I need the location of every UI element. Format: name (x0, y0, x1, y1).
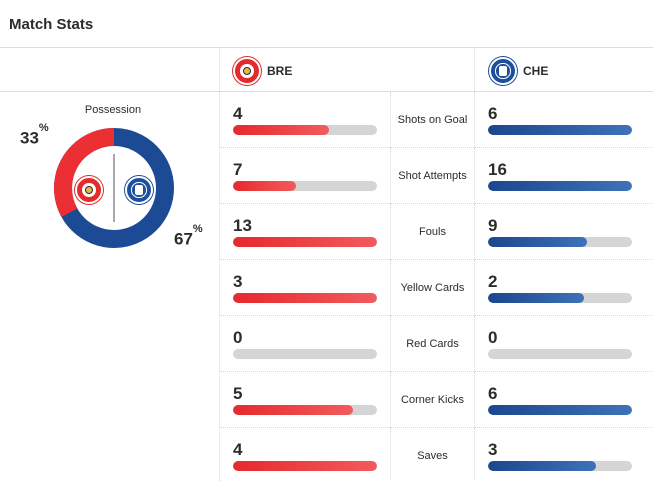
stat-row: 5 Corner Kicks 6 (220, 372, 653, 428)
brentford-crest-icon (75, 176, 103, 204)
stat-label-cell: Shot Attempts (390, 148, 475, 204)
stat-label-cell: Corner Kicks (390, 372, 475, 428)
possession-donut-chart (54, 128, 174, 248)
chelsea-crest-icon (125, 176, 153, 204)
home-stat-bar-fill (233, 405, 353, 415)
home-stat-bar-fill (233, 125, 330, 135)
column-divider (219, 48, 220, 91)
away-stat-value: 6 (488, 384, 498, 403)
stat-row: 4 Saves 3 (220, 428, 653, 481)
page-title: Match Stats (9, 16, 94, 33)
home-stat-value: 4 (233, 440, 243, 459)
stat-label-cell: Saves (390, 428, 475, 481)
home-stat-cell: 5 (220, 372, 390, 428)
chelsea-crest-icon (489, 57, 517, 85)
away-stat-bar (488, 181, 632, 191)
away-possession-percent: 67% (174, 223, 203, 249)
stat-label-cell: Yellow Cards (390, 260, 475, 316)
home-stat-value: 3 (233, 272, 243, 291)
home-stat-cell: 0 (220, 316, 390, 372)
away-stat-bar-fill (488, 237, 588, 247)
stat-label: Fouls (419, 226, 446, 238)
stat-label-cell: Red Cards (390, 316, 475, 372)
home-stat-bar (233, 181, 377, 191)
stat-row: 7 Shot Attempts 16 (220, 148, 653, 204)
away-stat-bar (488, 405, 632, 415)
home-stat-bar (233, 237, 377, 247)
team-header-row: BRE CHE (0, 48, 653, 92)
away-stat-value: 16 (488, 160, 507, 179)
stat-row: 4 Shots on Goal 6 (220, 92, 653, 148)
home-stat-value: 0 (233, 328, 243, 347)
away-stat-bar-fill (488, 461, 596, 471)
home-stat-bar (233, 349, 377, 359)
home-stat-value: 7 (233, 160, 243, 179)
away-team-abbr: CHE (523, 64, 549, 78)
away-stat-value: 2 (488, 272, 498, 291)
away-stat-bar-fill (488, 125, 632, 135)
away-stat-bar (488, 349, 632, 359)
away-stat-bar (488, 461, 632, 471)
stat-label-cell: Fouls (390, 204, 475, 260)
home-team-header[interactable]: BRE (233, 56, 292, 86)
away-stat-cell: 0 (475, 316, 653, 372)
away-stat-cell: 16 (475, 148, 653, 204)
stats-table: 4 Shots on Goal 6 7 Shot Attempts 16 13 Fouls 9 3… (219, 92, 653, 481)
stat-label: Shot Attempts (398, 170, 467, 182)
home-stat-bar-fill (233, 293, 377, 303)
home-stat-value: 5 (233, 384, 243, 403)
home-team-abbr: BRE (267, 64, 293, 78)
away-stat-bar-fill (488, 293, 585, 303)
home-stat-bar-fill (233, 237, 377, 247)
away-stat-cell: 2 (475, 260, 653, 316)
stat-label: Shots on Goal (397, 114, 468, 126)
home-stat-bar (233, 293, 377, 303)
stat-row: 13 Fouls 9 (220, 204, 653, 260)
stat-label-cell: Shots on Goal (390, 92, 475, 148)
stat-row: 3 Yellow Cards 2 (220, 260, 653, 316)
brentford-crest-icon (233, 57, 261, 85)
possession-label: Possession (84, 104, 142, 116)
home-stat-bar (233, 405, 377, 415)
home-stat-cell: 4 (220, 428, 390, 481)
home-stat-bar (233, 461, 377, 471)
home-possession-percent: 33% (20, 122, 49, 148)
away-stat-bar (488, 293, 632, 303)
away-stat-bar-fill (488, 405, 632, 415)
away-stat-bar-fill (488, 181, 632, 191)
away-stat-value: 6 (488, 104, 498, 123)
stat-row: 0 Red Cards 0 (220, 316, 653, 372)
away-stat-cell: 6 (475, 372, 653, 428)
away-stat-cell: 3 (475, 428, 653, 481)
away-stat-value: 9 (488, 216, 498, 235)
home-stat-bar (233, 125, 377, 135)
home-possession-arc (54, 128, 174, 248)
away-stat-value: 0 (488, 328, 498, 347)
home-stat-cell: 7 (220, 148, 390, 204)
stat-label: Yellow Cards (400, 282, 465, 294)
home-stat-bar-fill (233, 461, 377, 471)
home-stat-value: 4 (233, 104, 243, 123)
home-stat-bar-fill (233, 181, 297, 191)
home-stat-value: 13 (233, 216, 252, 235)
away-stat-bar (488, 125, 632, 135)
column-divider (474, 48, 475, 91)
away-stat-bar (488, 237, 632, 247)
away-stat-value: 3 (488, 440, 498, 459)
away-team-header[interactable]: CHE (489, 56, 548, 86)
stat-label: Saves (417, 450, 448, 462)
stat-label: Red Cards (406, 338, 459, 350)
home-stat-cell: 4 (220, 92, 390, 148)
away-stat-cell: 9 (475, 204, 653, 260)
home-stat-cell: 3 (220, 260, 390, 316)
stat-label: Corner Kicks (401, 394, 464, 406)
away-stat-cell: 6 (475, 92, 653, 148)
home-stat-cell: 13 (220, 204, 390, 260)
match-stats-header: Match Stats (0, 0, 653, 48)
